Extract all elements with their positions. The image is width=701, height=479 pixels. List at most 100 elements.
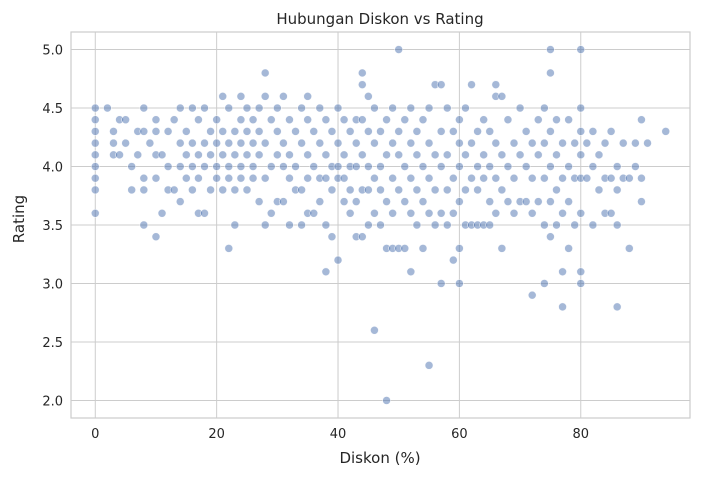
scatter-point [637,197,646,206]
scatter-point [588,220,598,230]
scatter-point [303,150,312,160]
scatter-point [279,138,288,148]
scatter-point [424,209,434,218]
scatter-point [576,127,586,136]
scatter-point [139,127,149,136]
scatter-point [552,115,561,125]
scatter-point [279,197,288,206]
scatter-point [564,115,573,125]
scatter-point [90,127,100,136]
scatter-point [127,185,136,195]
scatter-point [90,115,100,125]
y-tick-label: 2.5 [42,336,63,351]
scatter-point [109,127,118,136]
scatter-point [546,45,555,54]
scatter-point [594,150,604,160]
scatter-point [357,232,367,241]
scatter-point [151,232,161,241]
scatter-point [188,138,197,148]
scatter-point [552,220,561,230]
scatter-point [230,127,240,136]
scatter-point [260,92,270,101]
scatter-point [436,80,446,89]
scatter-point [509,209,519,218]
scatter-point [303,92,312,101]
scatter-point [321,115,331,125]
scatter-point [631,138,640,148]
scatter-point [394,185,404,195]
scatter-point [364,185,373,195]
scatter-point [169,115,179,125]
scatter-point [449,209,458,218]
scatter-point [273,150,282,160]
scatter-point [218,185,228,195]
scatter-point [424,361,434,370]
scatter-point [182,173,191,183]
scatter-point [491,138,501,148]
scatter-point [521,162,531,171]
y-tick-label: 2.0 [42,394,63,409]
scatter-point [151,127,161,136]
scatter-point [327,185,337,195]
scatter-point [90,173,100,183]
scatter-point [90,138,100,148]
scatter-point [533,115,543,125]
scatter-point [576,45,586,54]
scatter-point [297,103,306,113]
scatter-point [503,197,513,206]
scatter-point [315,103,325,113]
scatter-point [442,185,452,195]
scatter-point [588,162,598,171]
scatter-point [394,45,404,54]
scatter-point [497,92,507,101]
scatter-point [442,103,452,113]
scatter-point [467,80,476,89]
scatter-point [430,185,440,195]
scatter-point [370,103,379,113]
scatter-point [643,138,652,148]
scatter-point [127,162,136,171]
scatter-point [182,150,191,160]
scatter-point [327,127,337,136]
scatter-point [345,127,355,136]
scatter-point [266,162,276,171]
scatter-point [297,220,306,230]
scatter-point [406,209,416,218]
scatter-point [491,209,501,218]
scatter-point [200,162,209,171]
scatter-point [339,173,349,183]
scatter-point [497,150,507,160]
scatter-point [254,150,264,160]
scatter-point [236,92,246,101]
scatter-point [339,115,349,125]
scatter-point [382,197,391,206]
scatter-point [90,162,100,171]
scatter-point [309,127,319,136]
scatter-point [175,103,185,113]
scatter-point [236,115,246,125]
scatter-point [133,150,143,160]
scatter-point [224,173,234,183]
scatter-point [248,115,258,125]
scatter-point [212,138,221,148]
scatter-point [515,103,525,113]
x-tick-label: 60 [451,427,468,442]
scatter-point [540,279,549,288]
scatter-point [455,244,464,253]
scatter-point [303,115,312,125]
scatter-point [376,162,385,171]
scatter-point [357,115,367,125]
scatter-point [618,138,628,148]
scatter-point [90,150,100,160]
scatter-point [546,232,555,241]
scatter-point [412,220,422,230]
scatter-point [327,232,337,241]
scatter-point [266,115,276,125]
scatter-point [442,150,452,160]
scatter-point [224,138,234,148]
scatter-point [485,197,495,206]
scatter-point [564,197,573,206]
scatter-point [424,103,434,113]
scatter-point [175,162,185,171]
scatter-point [370,325,379,335]
